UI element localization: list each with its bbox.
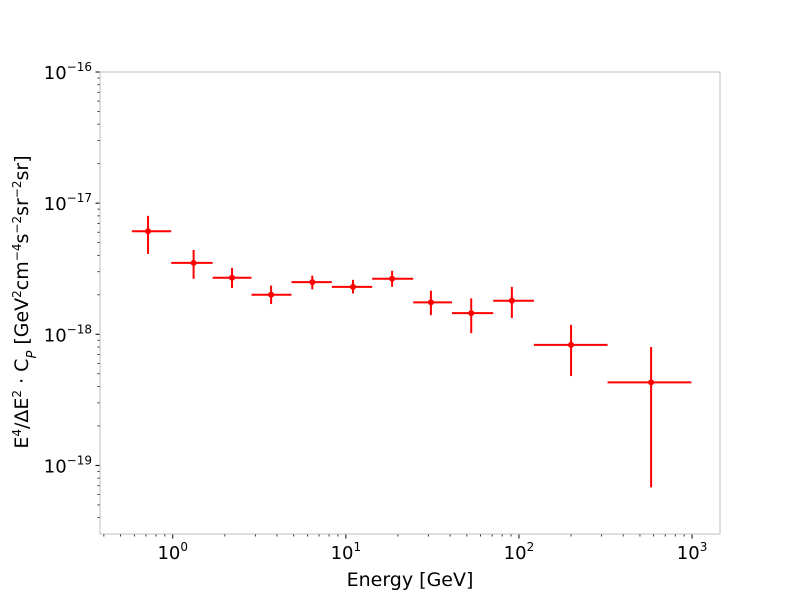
data-point-group bbox=[451, 298, 494, 334]
data-point-group bbox=[251, 285, 292, 305]
data-point bbox=[468, 310, 475, 317]
data-point bbox=[389, 275, 396, 282]
data-point bbox=[427, 299, 434, 306]
major-ticks bbox=[95, 71, 693, 539]
data-point bbox=[648, 379, 655, 386]
x-tick-label: 102 bbox=[504, 540, 535, 564]
data-point-group bbox=[372, 270, 414, 287]
data-point bbox=[508, 297, 515, 304]
y-tick-label: 10−16 bbox=[44, 60, 92, 84]
y-tick-label: 10−17 bbox=[44, 191, 92, 215]
data-point bbox=[190, 259, 197, 266]
x-tick-label: 100 bbox=[157, 540, 188, 564]
x-tick-label: 101 bbox=[331, 540, 362, 564]
data-layer bbox=[131, 215, 692, 488]
tick-labels: 100 101 102 103 10−19 10−18 10−17 10−16 bbox=[44, 60, 708, 564]
y-tick-label: 10−18 bbox=[44, 322, 92, 346]
data-point-group bbox=[171, 249, 213, 279]
x-axis-label: Energy [GeV] bbox=[347, 569, 474, 591]
data-point bbox=[145, 228, 152, 235]
plot-frame bbox=[99, 71, 721, 535]
data-point-group bbox=[533, 324, 608, 377]
data-point bbox=[350, 283, 357, 290]
data-point-group bbox=[291, 275, 332, 290]
data-point bbox=[309, 279, 316, 286]
data-point-group bbox=[493, 286, 534, 319]
data-point bbox=[568, 341, 575, 348]
data-point-group bbox=[331, 279, 373, 294]
data-point-group bbox=[131, 215, 172, 254]
data-point-group bbox=[212, 268, 252, 289]
data-point bbox=[229, 274, 236, 281]
data-point bbox=[268, 291, 275, 298]
data-point-group bbox=[413, 290, 452, 316]
x-tick-label: 103 bbox=[677, 540, 708, 564]
data-point-group bbox=[607, 346, 692, 488]
y-tick-label: 10−19 bbox=[44, 453, 92, 477]
